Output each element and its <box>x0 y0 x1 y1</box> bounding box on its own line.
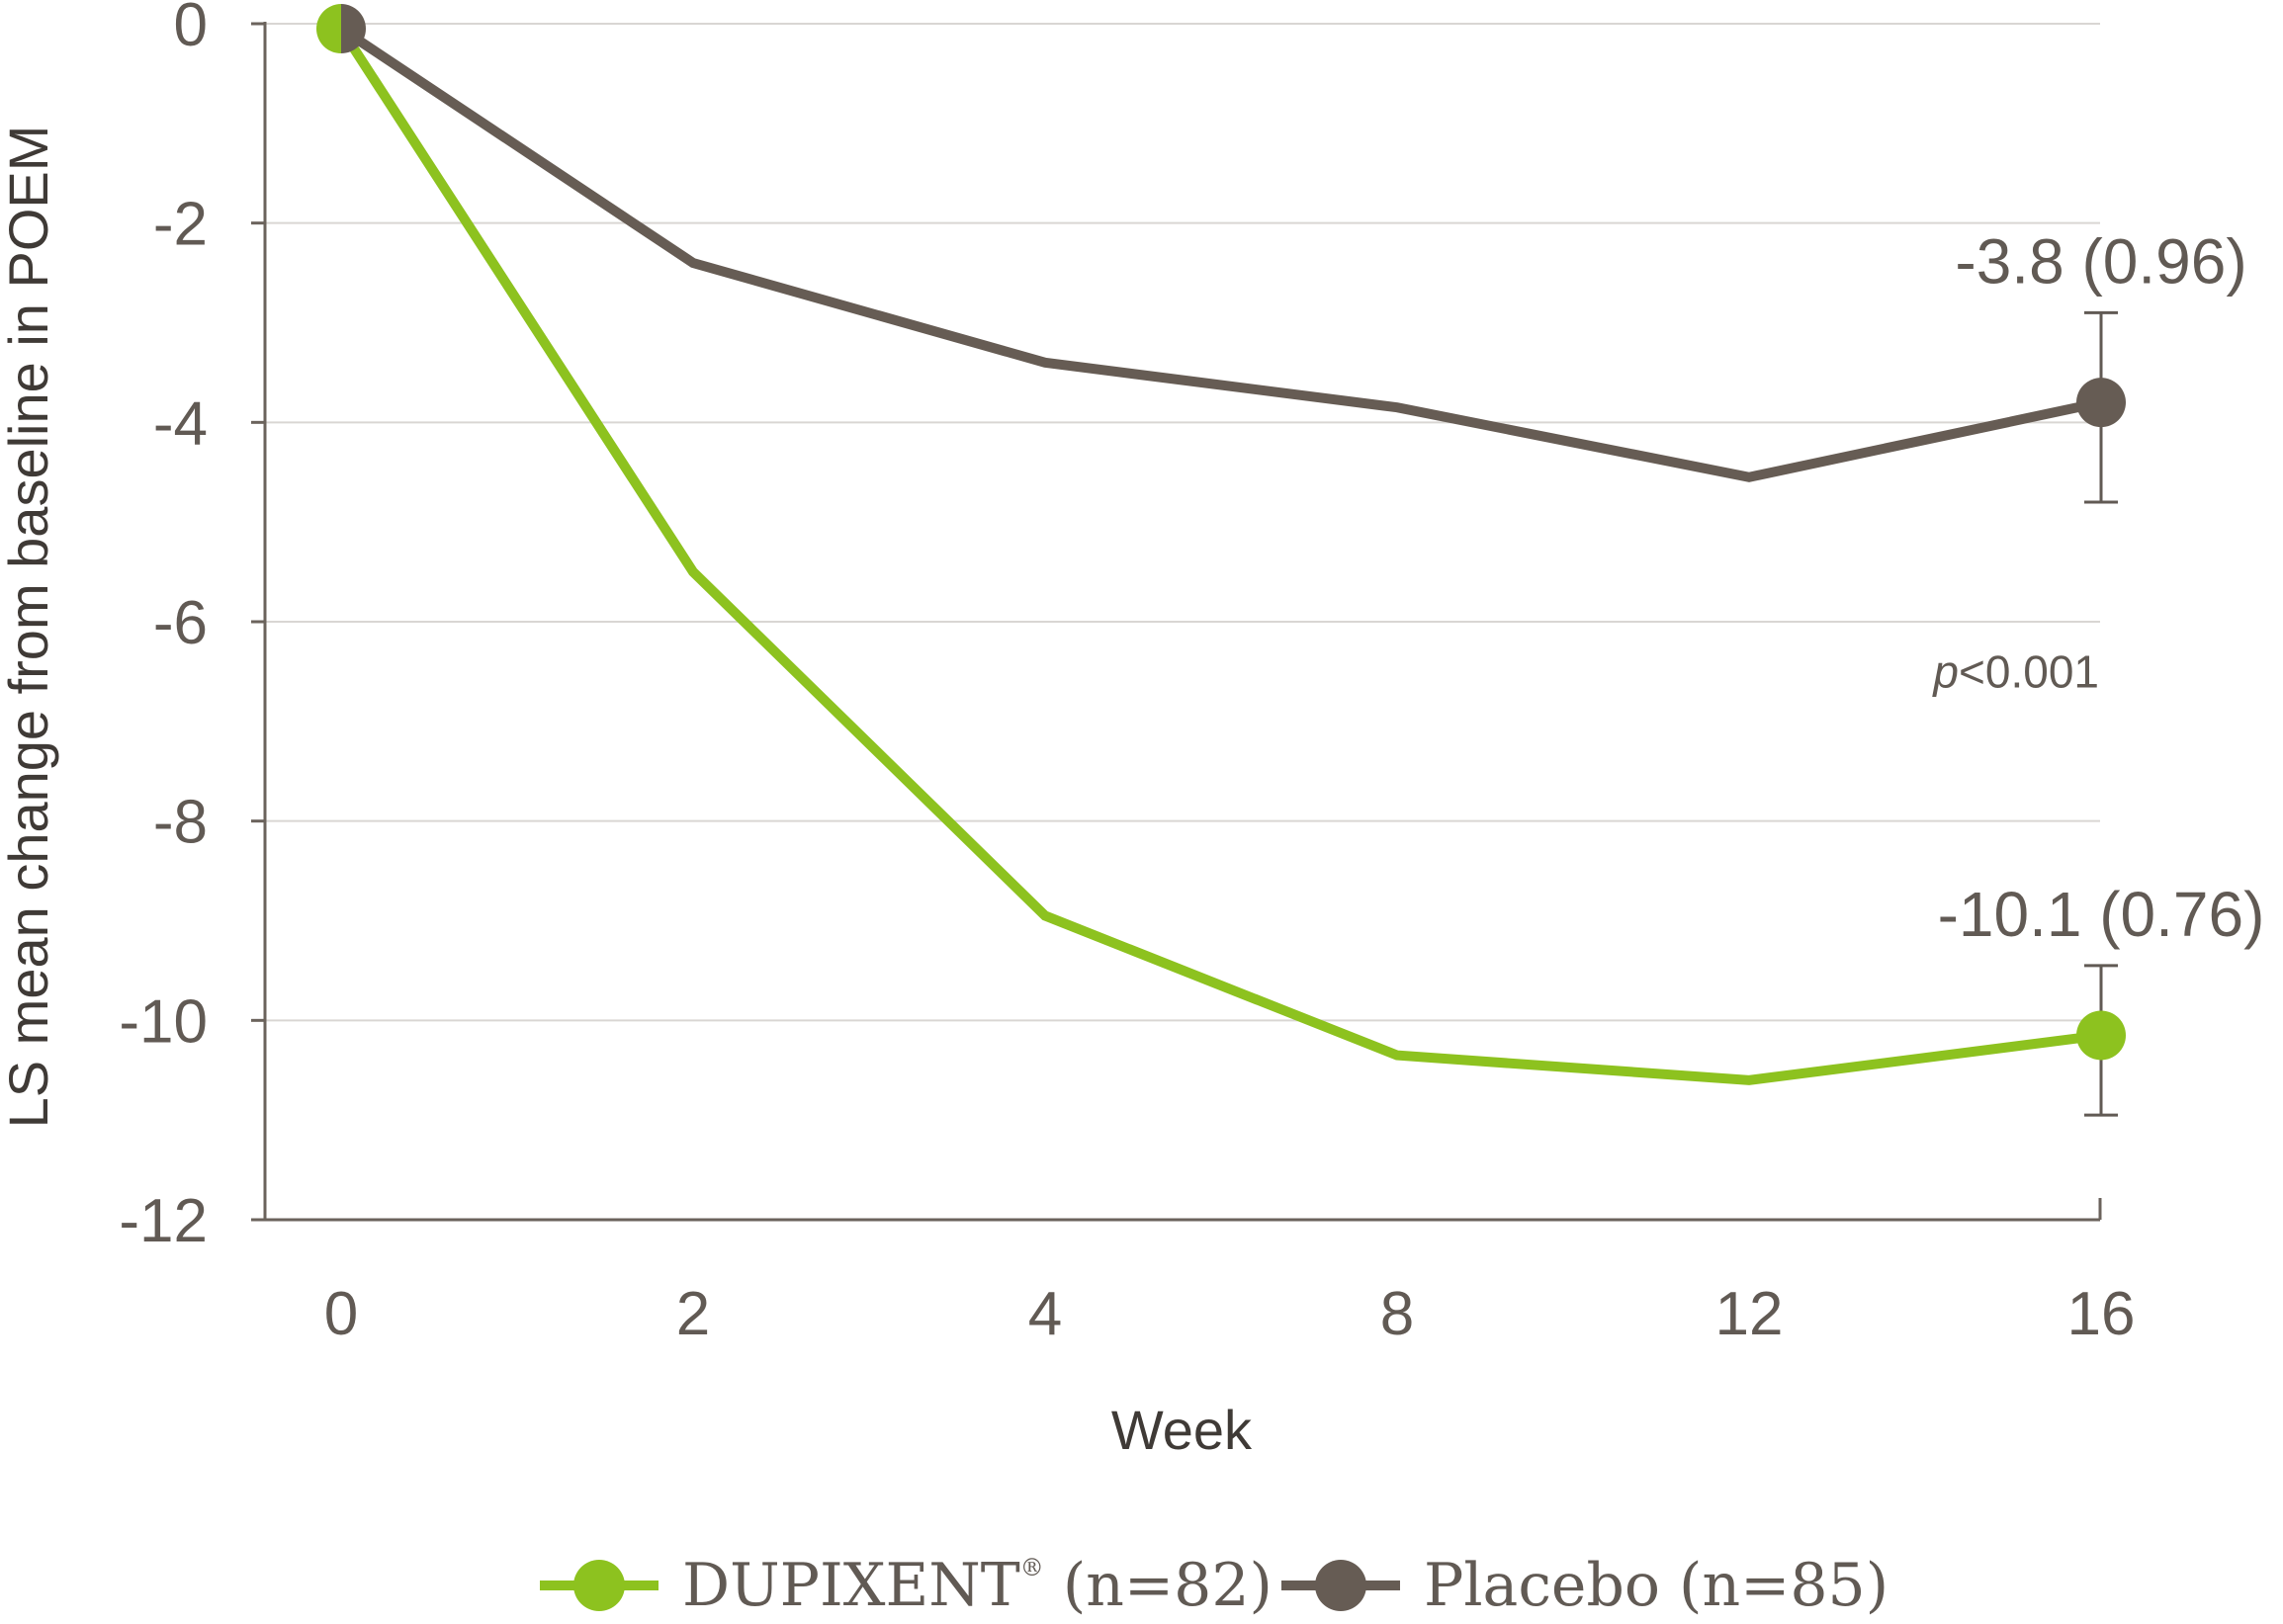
legend-item-dupixent: DUPIXENT® (n=82) <box>540 1551 1273 1620</box>
series-line-placebo <box>338 24 2103 482</box>
dupixent-endpoint-label: -10.1 (0.76) <box>1938 879 2265 950</box>
x-tick-label-2: 4 <box>1028 1280 1062 1348</box>
p-value-annotation: p<0.001 <box>1931 645 2099 697</box>
legend-label-dupixent: DUPIXENT® (n=82) <box>682 1551 1273 1620</box>
y-tick-label-1: -2 <box>153 191 208 259</box>
legend-registered-mark: ® <box>1020 1554 1044 1581</box>
endpoint-marker-dupixent <box>2076 1010 2126 1061</box>
baseline-marker-dupixent-half <box>315 4 341 54</box>
x-tick-label-4: 12 <box>1715 1280 1784 1348</box>
x-axis-title: Week <box>1111 1399 1253 1461</box>
y-tick-label-4: -8 <box>153 789 208 857</box>
gridlines <box>265 23 2100 1022</box>
p-value-italic: p <box>1931 645 1959 697</box>
legend-label-placebo: Placebo (n=85) <box>1424 1551 1888 1620</box>
p-value-rest: <0.001 <box>1959 645 2099 697</box>
endpoint-marker-placebo <box>2076 378 2126 428</box>
x-tick-label-0: 0 <box>324 1280 358 1348</box>
y-tick-label-5: -10 <box>119 987 208 1056</box>
legend: DUPIXENT® (n=82) Placebo (n=85) <box>540 1551 1888 1620</box>
legend-item-placebo: Placebo (n=85) <box>1281 1551 1888 1620</box>
x-tick-label-5: 16 <box>2067 1280 2136 1348</box>
y-tick-label-0: 0 <box>174 0 208 59</box>
y-axis-title: LS mean change from baseline in POEM <box>0 126 59 1129</box>
legend-n-dupixent: (n=82) <box>1044 1551 1273 1620</box>
legend-swatch-marker-placebo <box>1315 1560 1366 1611</box>
series-line-dupixent <box>336 26 2102 1085</box>
y-tick-label-6: -12 <box>119 1187 208 1255</box>
x-tick-label-1: 2 <box>676 1280 710 1348</box>
legend-swatch-marker-dupixent <box>573 1560 625 1611</box>
legend-name-dupixent: DUPIXENT <box>682 1551 1020 1620</box>
y-tick-label-2: -4 <box>153 389 208 458</box>
x-axis-ticks: 0 2 4 8 12 16 <box>324 1280 2136 1348</box>
placebo-endpoint-label: -3.8 (0.96) <box>1955 225 2246 297</box>
y-axis-ticks: 0 -2 -4 -6 -8 -10 -12 <box>119 0 265 1255</box>
y-tick-label-3: -6 <box>153 589 208 657</box>
x-tick-label-3: 8 <box>1380 1280 1414 1348</box>
series-group <box>315 4 2126 1117</box>
baseline-marker-placebo-half <box>341 4 366 54</box>
